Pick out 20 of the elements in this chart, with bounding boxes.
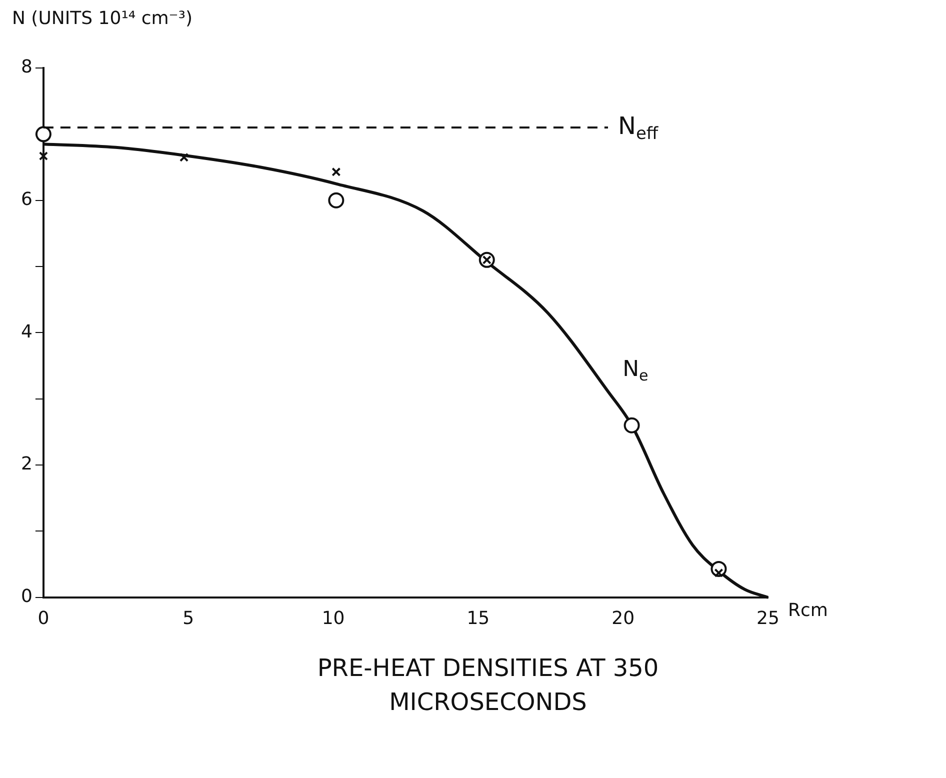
point: [624, 417, 640, 434]
point: [179, 152, 189, 162]
x-tick-label: 5: [182, 608, 194, 629]
x-tick-label: 0: [38, 608, 50, 629]
y-tick-label: 2: [21, 454, 32, 475]
point: [38, 151, 48, 161]
y-tick-label: 8: [21, 56, 32, 78]
y-axis-title: N (UNITS 10¹⁴ cm⁻³): [12, 8, 194, 31]
x-axis-title: Rcm: [788, 600, 828, 621]
x-tick-label: 15: [466, 608, 490, 629]
text: PRE-HEAT DENSITIES AT 350 MICROSECONDS: [316, 653, 660, 718]
y-tick-label: 6: [21, 189, 32, 210]
point: [328, 192, 344, 208]
x-tick-label: 20: [612, 608, 635, 629]
y-tick-label: 4: [21, 321, 32, 342]
point: [35, 126, 52, 142]
x-tick-label: 25: [756, 608, 780, 629]
x-tick-label: 10: [322, 608, 345, 629]
point: [332, 167, 341, 176]
y-tick-label: 0: [21, 586, 32, 608]
